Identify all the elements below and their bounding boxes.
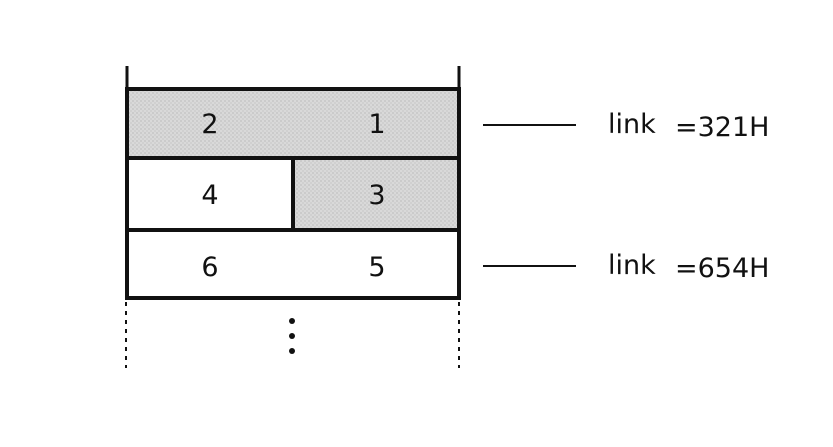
link-2-label: link	[608, 250, 656, 281]
row-2-left-value: 4	[201, 180, 218, 211]
memory-row-3: 6 5	[125, 228, 461, 300]
row-1-right-value: 1	[368, 109, 385, 140]
row-2-right-value: 3	[368, 180, 385, 211]
row-2-right-cell	[291, 156, 461, 232]
link-2-value: =654H	[675, 253, 769, 284]
row-3-right-value: 5	[368, 252, 385, 283]
row-1-cell	[125, 87, 461, 160]
row-3-cell	[125, 228, 461, 300]
memory-row-1: 2 1	[125, 87, 461, 160]
link-annotation-1: link =321H	[483, 109, 769, 143]
vertical-ellipsis-icon	[289, 318, 295, 354]
row-1-left-value: 2	[201, 109, 218, 140]
link-1-value: =321H	[675, 112, 769, 143]
link-1-label: link	[608, 109, 656, 140]
memory-row-2: 4 3	[125, 156, 461, 232]
link-annotation-2: link =654H	[483, 250, 769, 284]
row-3-left-value: 6	[201, 252, 218, 283]
